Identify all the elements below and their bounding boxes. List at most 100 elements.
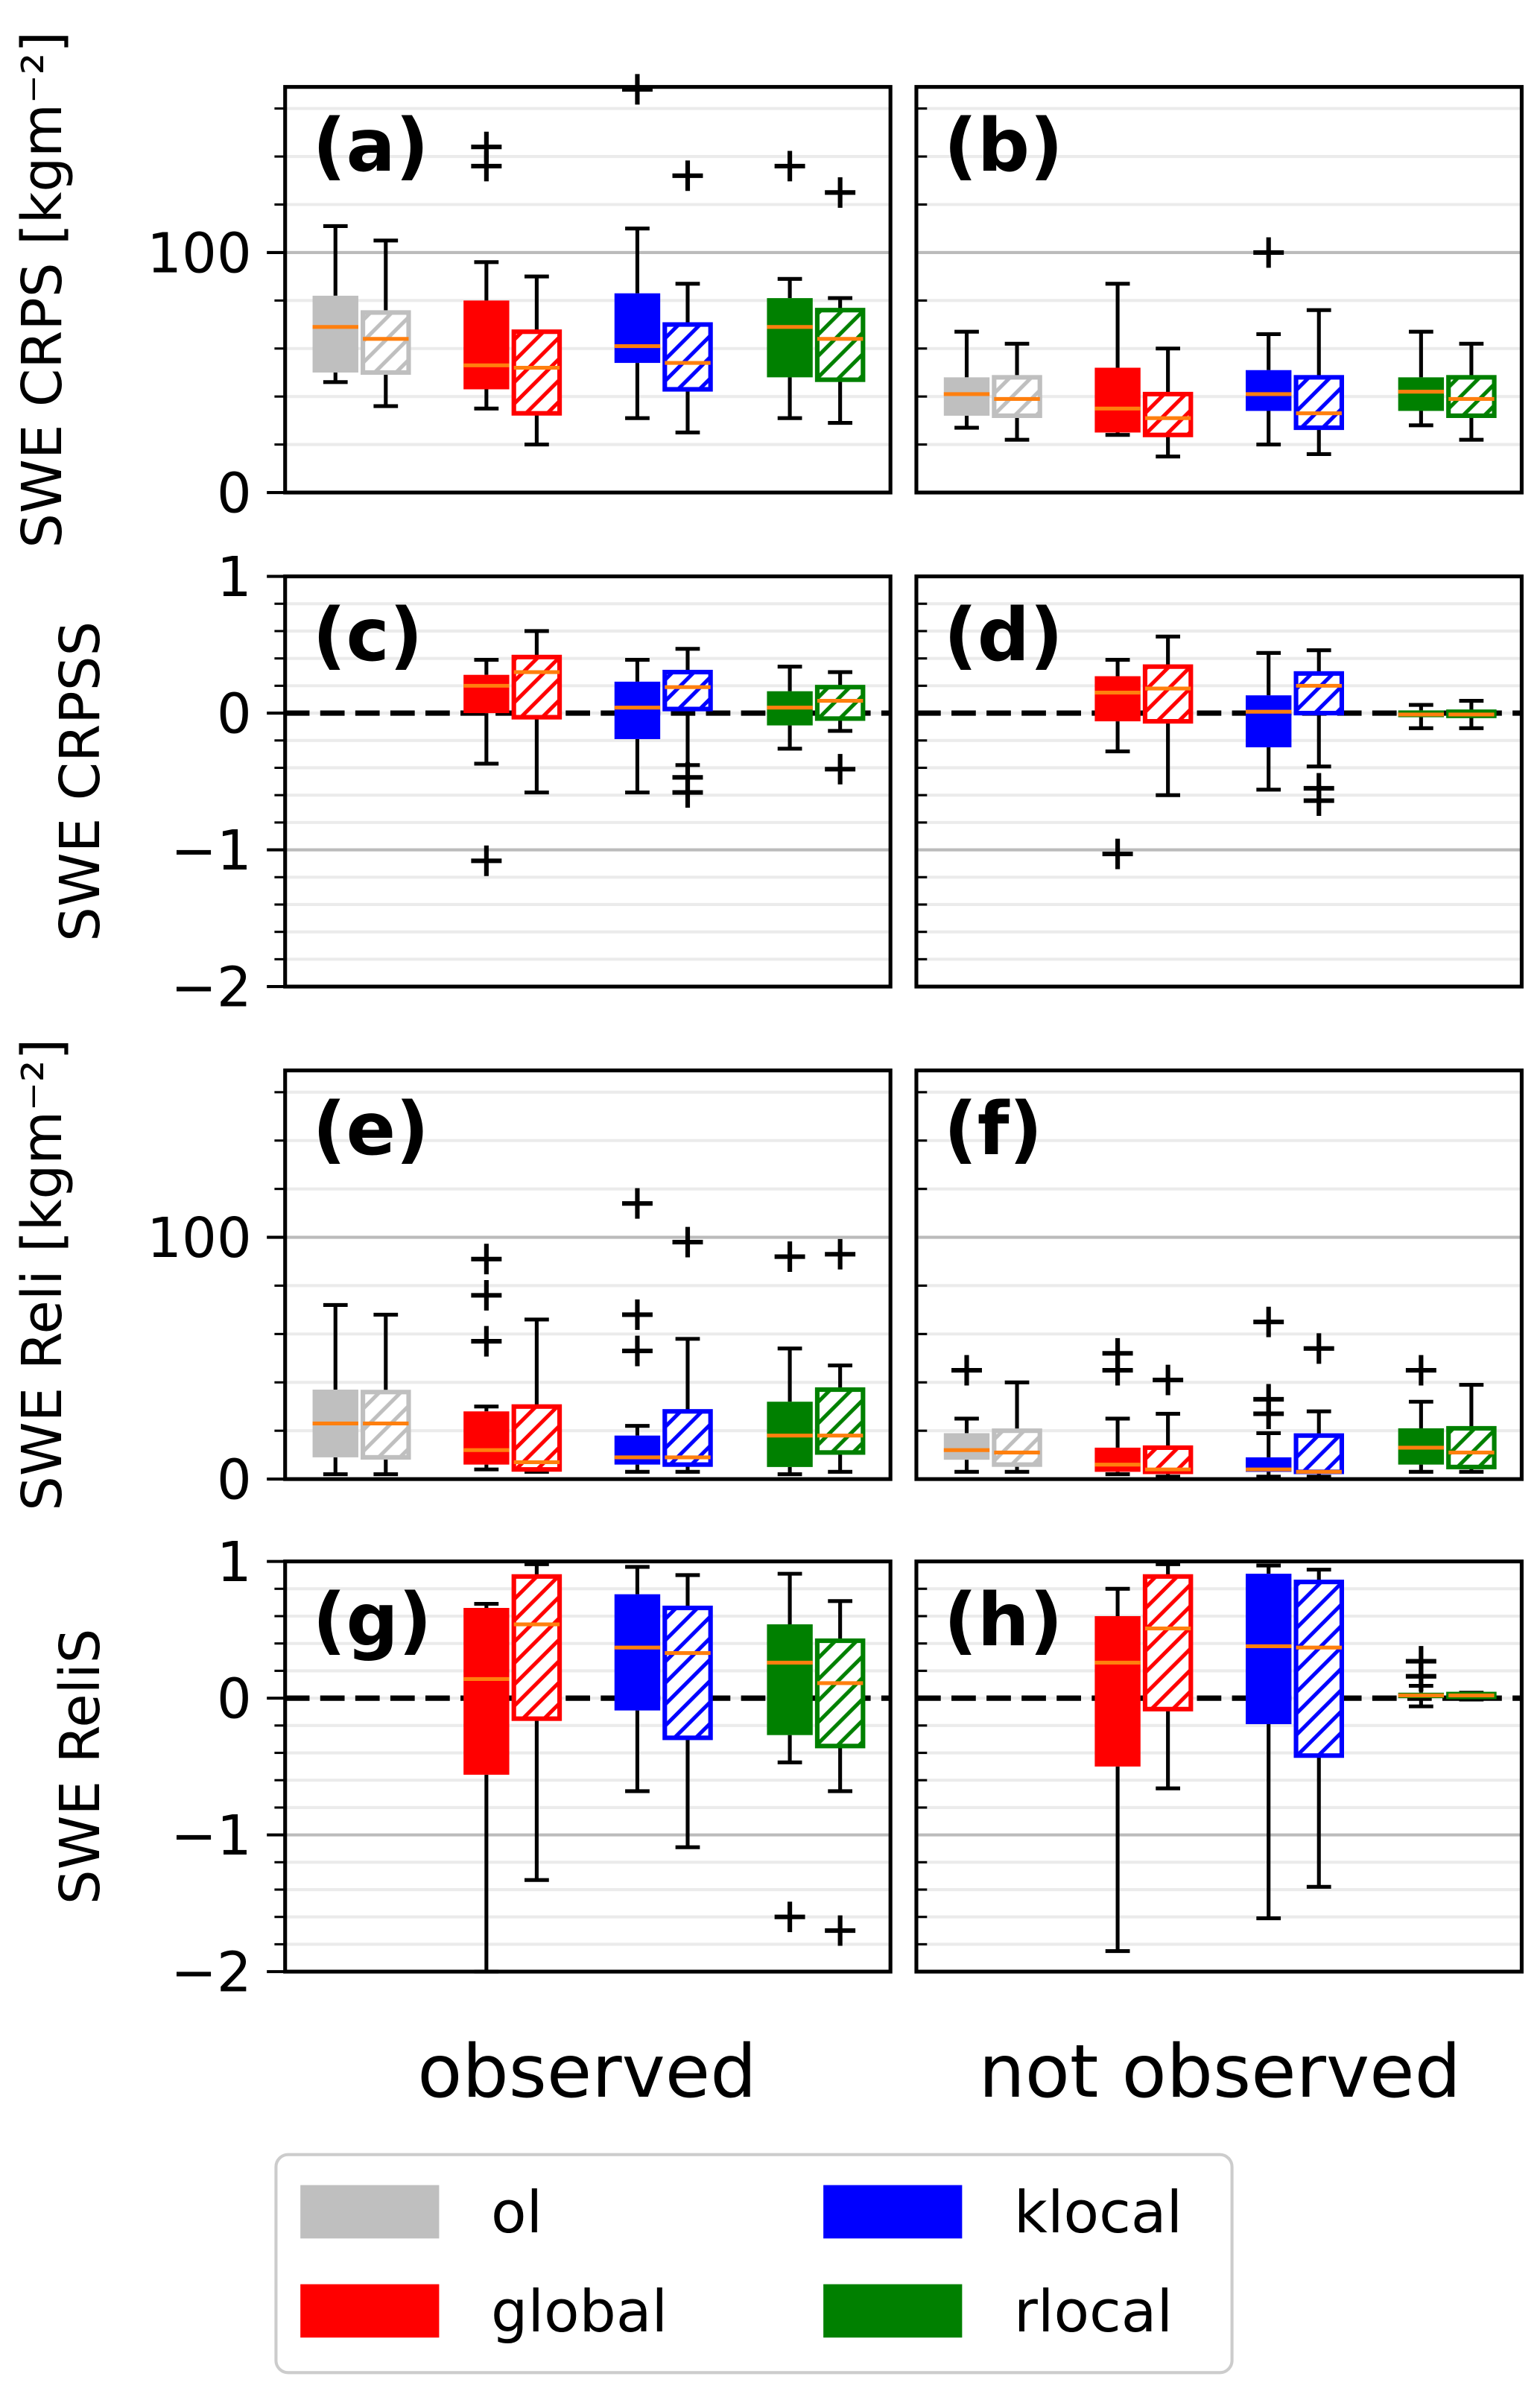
box-global-solid: [1094, 676, 1141, 722]
column-label-not-observed: not observed: [979, 2030, 1461, 2115]
y-axis-label: SWE CRPSS: [49, 621, 113, 942]
box-klocal-hatched: [662, 669, 713, 712]
panel-label: (f): [944, 1087, 1043, 1172]
box-global-hatched: [511, 1404, 563, 1472]
flier: [825, 1238, 856, 1270]
box-global-solid: [463, 674, 510, 714]
panel-label: (h): [944, 1578, 1063, 1663]
flier: [621, 74, 653, 105]
box-klocal-hatched: [662, 322, 713, 392]
legend-swatch-rlocal: [823, 2284, 963, 2338]
box-ol-hatched: [992, 375, 1042, 419]
flier: [1303, 785, 1334, 816]
column-label-observed: observed: [417, 2030, 756, 2115]
box-rlocal-hatched: [814, 308, 866, 382]
flier: [825, 177, 856, 208]
panel-frame: [283, 1068, 893, 1481]
box-global-solid: [1094, 367, 1141, 433]
legend-label-ol: ol: [491, 2179, 542, 2246]
box-klocal-hatched: [1293, 1433, 1345, 1475]
y-tick-label: 0: [217, 683, 252, 747]
flier: [1405, 1355, 1436, 1386]
panel-label: (b): [944, 104, 1063, 189]
flier: [825, 1915, 856, 1946]
box-rlocal-hatched: [1446, 1425, 1497, 1469]
panel-label: (a): [313, 104, 429, 189]
legend-label-klocal: klocal: [1014, 2179, 1182, 2246]
box-global-hatched: [511, 654, 563, 720]
y-tick-label: 1: [217, 546, 252, 609]
flier: [1253, 1306, 1284, 1337]
legend-swatch-klocal: [823, 2185, 963, 2239]
box-rlocal-solid: [1398, 377, 1445, 411]
box-klocal-hatched: [1293, 1580, 1345, 1758]
y-tick-label: 0: [217, 1449, 252, 1513]
flier: [1253, 1384, 1284, 1415]
box-ol-hatched: [361, 310, 411, 376]
box-klocal-solid: [614, 1594, 661, 1711]
box-global-solid: [463, 300, 510, 390]
box-rlocal-hatched: [814, 1638, 866, 1749]
panel-frame: [914, 85, 1524, 495]
panel-label: (c): [313, 593, 423, 678]
box-global-solid: [1094, 1616, 1141, 1767]
legend-label-global: global: [491, 2279, 668, 2346]
flier: [672, 160, 703, 191]
flier: [621, 1188, 653, 1219]
box-klocal-solid: [1246, 370, 1292, 411]
panel-label: (g): [313, 1578, 432, 1663]
flier: [621, 1335, 653, 1367]
flier: [825, 753, 856, 785]
flier: [1102, 838, 1133, 870]
flier: [774, 151, 805, 182]
y-tick-label: 1: [217, 1531, 252, 1595]
y-axis-label: SWE CRPS [kgm⁻²]: [11, 31, 75, 548]
box-klocal-solid: [614, 681, 661, 739]
y-tick-label: −1: [171, 1805, 252, 1868]
flier: [471, 845, 502, 876]
y-tick-label: 100: [147, 1207, 252, 1270]
y-tick-label: −2: [171, 957, 252, 1020]
y-tick-label: 100: [147, 223, 252, 286]
flier: [672, 777, 703, 808]
flier: [471, 1279, 502, 1311]
box-global-solid: [463, 1608, 510, 1775]
box-klocal-hatched: [662, 1605, 713, 1741]
box-global-hatched: [511, 1574, 563, 1721]
panel-label: (d): [944, 593, 1063, 678]
box-ol-hatched: [992, 1428, 1042, 1467]
panel-frame: [283, 574, 893, 989]
box-global-hatched: [511, 329, 563, 416]
box-klocal-solid: [614, 293, 661, 364]
flier: [672, 1226, 703, 1258]
legend-swatch-ol: [300, 2185, 440, 2239]
flier: [1405, 1646, 1436, 1677]
box-rlocal-hatched: [1446, 375, 1497, 419]
box-ol-solid: [943, 377, 990, 416]
box-global-hatched: [1142, 391, 1194, 437]
panel-frame: [914, 1068, 1524, 1481]
y-axis-label: SWE Reli [kgm⁻²]: [11, 1039, 75, 1511]
box-ol-solid: [943, 1433, 990, 1460]
flier: [471, 131, 502, 162]
box-rlocal-solid: [767, 1624, 813, 1735]
panel-label: (e): [313, 1087, 429, 1172]
panel-frame: [914, 574, 1524, 989]
flier: [774, 1241, 805, 1272]
box-ol-solid: [312, 295, 358, 373]
panel-frame: [914, 1559, 1524, 1974]
box-global-hatched: [1142, 664, 1194, 724]
box-rlocal-hatched: [814, 685, 866, 721]
box-klocal-solid: [614, 1435, 661, 1465]
box-rlocal-solid: [767, 298, 813, 378]
box-klocal-solid: [1246, 695, 1292, 747]
y-tick-label: −1: [171, 820, 252, 883]
box-klocal-hatched: [1293, 375, 1345, 431]
panel-frame: [283, 85, 893, 495]
flier: [1153, 1364, 1184, 1396]
legend-swatch-global: [300, 2284, 440, 2338]
legend: ol global klocal rlocal: [274, 2153, 1234, 2375]
flier: [774, 1901, 805, 1933]
y-tick-label: 0: [217, 1668, 252, 1732]
